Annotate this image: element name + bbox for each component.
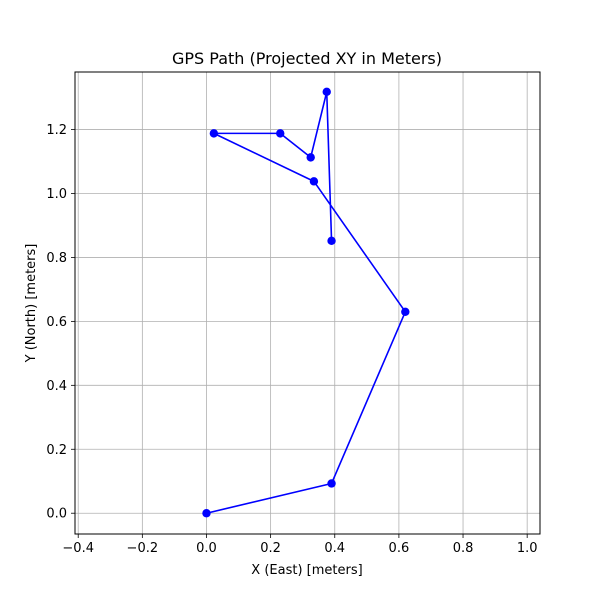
x-tick-label: 0.4	[324, 541, 345, 556]
x-tick-label: 1.0	[517, 541, 538, 556]
data-series	[202, 87, 410, 518]
x-tick-label: 0.8	[453, 541, 474, 556]
y-tick-label: 1.2	[46, 123, 67, 138]
path-point	[306, 153, 315, 162]
x-axis-label: X (East) [meters]	[251, 563, 362, 578]
plot-area-frame	[74, 71, 541, 535]
x-tick-label: 0.0	[196, 541, 217, 556]
y-tick-label: 0.4	[46, 379, 67, 394]
path-point	[401, 307, 410, 316]
x-tick-label: 0.6	[389, 541, 410, 556]
y-axis-label: Y (North) [meters]	[24, 244, 39, 364]
y-tick-label: 1.0	[46, 187, 67, 202]
path-point	[322, 87, 331, 97]
path-point	[327, 236, 336, 246]
y-tick-label: 0.0	[46, 507, 67, 522]
path-point	[309, 177, 319, 186]
y-tick-label: 0.6	[46, 315, 67, 330]
y-tick-label: 0.8	[46, 251, 67, 266]
path-point	[209, 129, 219, 138]
y-tick-label: 0.2	[46, 443, 67, 458]
x-tick-label: −0.2	[127, 541, 159, 556]
path-point	[276, 129, 285, 138]
path-point	[327, 479, 336, 488]
axis-ticks: −0.4 −0.2 0.0 0.2 0.4 0.6 0.8 1.0 0.0 0.2 0.4 0.6 0.…	[46, 123, 537, 556]
path-point	[202, 509, 211, 518]
chart-title: GPS Path (Projected XY in Meters)	[172, 49, 442, 68]
x-tick-label: 0.2	[260, 541, 281, 556]
x-tick-label: −0.4	[62, 541, 94, 556]
